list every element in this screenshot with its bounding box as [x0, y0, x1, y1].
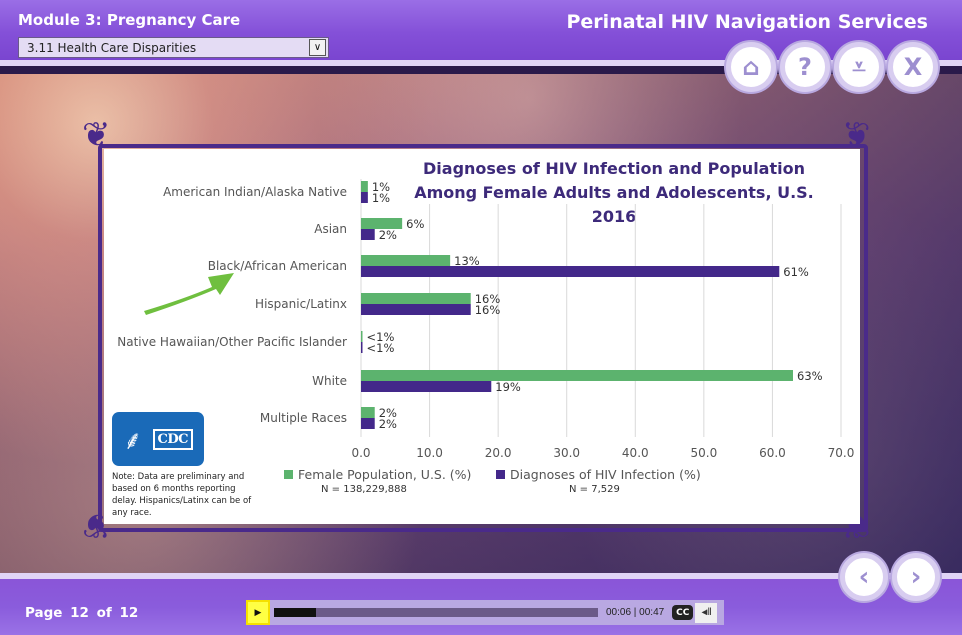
play-icon: ▶: [254, 607, 262, 618]
chart-title-line-1: Diagnoses of HIV Infection and Populatio…: [423, 159, 805, 178]
legend-label: Female Population, U.S. (%): [298, 467, 472, 482]
category-label: Multiple Races: [260, 411, 347, 425]
legend-swatch-purple: [496, 470, 505, 479]
bar-diagnoses: [361, 304, 471, 315]
progress-track[interactable]: [274, 608, 598, 617]
cdc-logo: ⸙ CDC: [112, 412, 204, 466]
x-tick-label: 40.0: [622, 446, 649, 460]
x-tick-label: 20.0: [485, 446, 512, 460]
play-button[interactable]: ▶: [246, 600, 270, 625]
bar-diagnoses: [361, 192, 368, 203]
x-tick-label: 0.0: [351, 446, 370, 460]
data-label: 16%: [475, 292, 501, 306]
data-label: 2%: [379, 228, 397, 242]
page-indicator: Page 12 of 12: [25, 605, 139, 621]
data-label: <1%: [367, 341, 395, 355]
legend-item-diagnoses: Diagnoses of HIV Infection (%): [496, 467, 701, 482]
help-button[interactable]: ?: [780, 42, 830, 92]
bar-diagnoses: [361, 229, 375, 240]
bar-population: [361, 331, 363, 342]
category-label: Asian: [314, 222, 347, 236]
closed-captions-button[interactable]: CC: [672, 605, 694, 620]
audio-player: ▶ 00:06 | 00:47 CC ◂ıll: [246, 600, 724, 625]
data-label: <1%: [367, 330, 395, 344]
section-select-value: 3.11 Health Care Disparities: [27, 40, 197, 55]
bar-population: [361, 181, 368, 192]
ornamental-frame: [98, 144, 868, 532]
home-icon: ⌂: [742, 53, 760, 81]
category-label: Hispanic/Latinx: [255, 297, 347, 311]
frame-flourish-icon: ❦: [842, 115, 871, 155]
download-icon: ⩡: [852, 53, 866, 81]
app-title: Perinatal HIV Navigation Services: [566, 11, 929, 33]
data-label: 63%: [797, 369, 823, 383]
bar-population: [361, 255, 451, 266]
category-label: American Indian/Alaska Native: [163, 185, 347, 199]
close-icon: X: [903, 53, 923, 81]
volume-icon: ◂ıll: [701, 607, 712, 618]
content-panel: Diagnoses of HIV Infection and Populatio…: [104, 149, 860, 524]
bar-diagnoses: [361, 266, 780, 277]
bar-population: [361, 218, 403, 229]
legend-label: Diagnoses of HIV Infection (%): [510, 467, 701, 482]
x-tick-label: 30.0: [553, 446, 580, 460]
legend-item-population: Female Population, U.S. (%): [284, 467, 471, 482]
chevron-down-icon[interactable]: ∨: [309, 39, 326, 56]
footer: Page 12 of 12 ▶ 00:06 | 00:47 CC ◂ıll: [0, 573, 962, 635]
module-title: Module 3: Pregnancy Care: [18, 11, 241, 29]
frame-flourish-icon: ❦: [82, 115, 111, 155]
data-label: 2%: [379, 406, 397, 420]
section-select[interactable]: 3.11 Health Care Disparities ∨: [18, 37, 329, 58]
progress-fill: [274, 608, 317, 617]
chevron-left-icon: ‹: [858, 562, 870, 592]
nav-buttons: ⌂ ? ⩡ X: [726, 42, 938, 92]
previous-page-button[interactable]: ‹: [840, 553, 888, 601]
exit-button[interactable]: X: [888, 42, 938, 92]
data-label: 1%: [372, 180, 390, 194]
hhs-eagle-icon: ⸙: [123, 426, 143, 456]
legend-n-population: N = 138,229,888: [321, 484, 407, 495]
bar-chart: 0.0 10.0 20.0 30.0 40.0 50.0 60.0 70.0 American …: [117, 179, 855, 460]
legend-n-diagnoses: N = 7,529: [569, 484, 620, 495]
category-label: Native Hawaiian/Other Pacific Islander: [117, 335, 347, 349]
data-label: 16%: [475, 303, 501, 317]
data-label: 61%: [783, 265, 809, 279]
x-tick-label: 10.0: [416, 446, 443, 460]
category-label: Black/African American: [208, 259, 347, 273]
page-nav-buttons: ‹ ›: [840, 553, 940, 601]
x-tick-label: 50.0: [690, 446, 717, 460]
category-label: White: [312, 374, 347, 388]
download-button[interactable]: ⩡: [834, 42, 884, 92]
chart-title-line-2: Among Female Adults and Adolescents, U.S…: [414, 183, 814, 226]
question-icon: ?: [798, 53, 812, 81]
data-note: Note: Data are preliminary and based on …: [112, 472, 252, 518]
x-tick-label: 60.0: [759, 446, 786, 460]
bar-diagnoses: [361, 381, 492, 392]
legend-swatch-green: [284, 470, 293, 479]
data-label: 6%: [406, 217, 424, 231]
data-label: 19%: [495, 380, 521, 394]
annotation-arrow: [144, 273, 234, 315]
data-label: 13%: [454, 254, 480, 268]
bar-population: [361, 293, 471, 304]
home-button[interactable]: ⌂: [726, 42, 776, 92]
cc-icon: CC: [676, 607, 690, 618]
data-label: 1%: [372, 191, 390, 205]
chart-title: Diagnoses of HIV Infection and Populatio…: [394, 157, 834, 229]
bar-population: [361, 370, 793, 381]
next-page-button[interactable]: ›: [892, 553, 940, 601]
cdc-logo-text: CDC: [152, 428, 193, 450]
data-label: 2%: [379, 417, 397, 431]
time-display: 00:06 | 00:47: [606, 607, 665, 618]
bar-population: [361, 407, 375, 418]
green-arrow-icon: [144, 273, 234, 315]
chevron-right-icon: ›: [910, 562, 922, 592]
x-tick-label: 70.0: [828, 446, 855, 460]
bar-diagnoses: [361, 342, 363, 353]
bar-diagnoses: [361, 418, 375, 429]
volume-button[interactable]: ◂ıll: [695, 602, 718, 623]
